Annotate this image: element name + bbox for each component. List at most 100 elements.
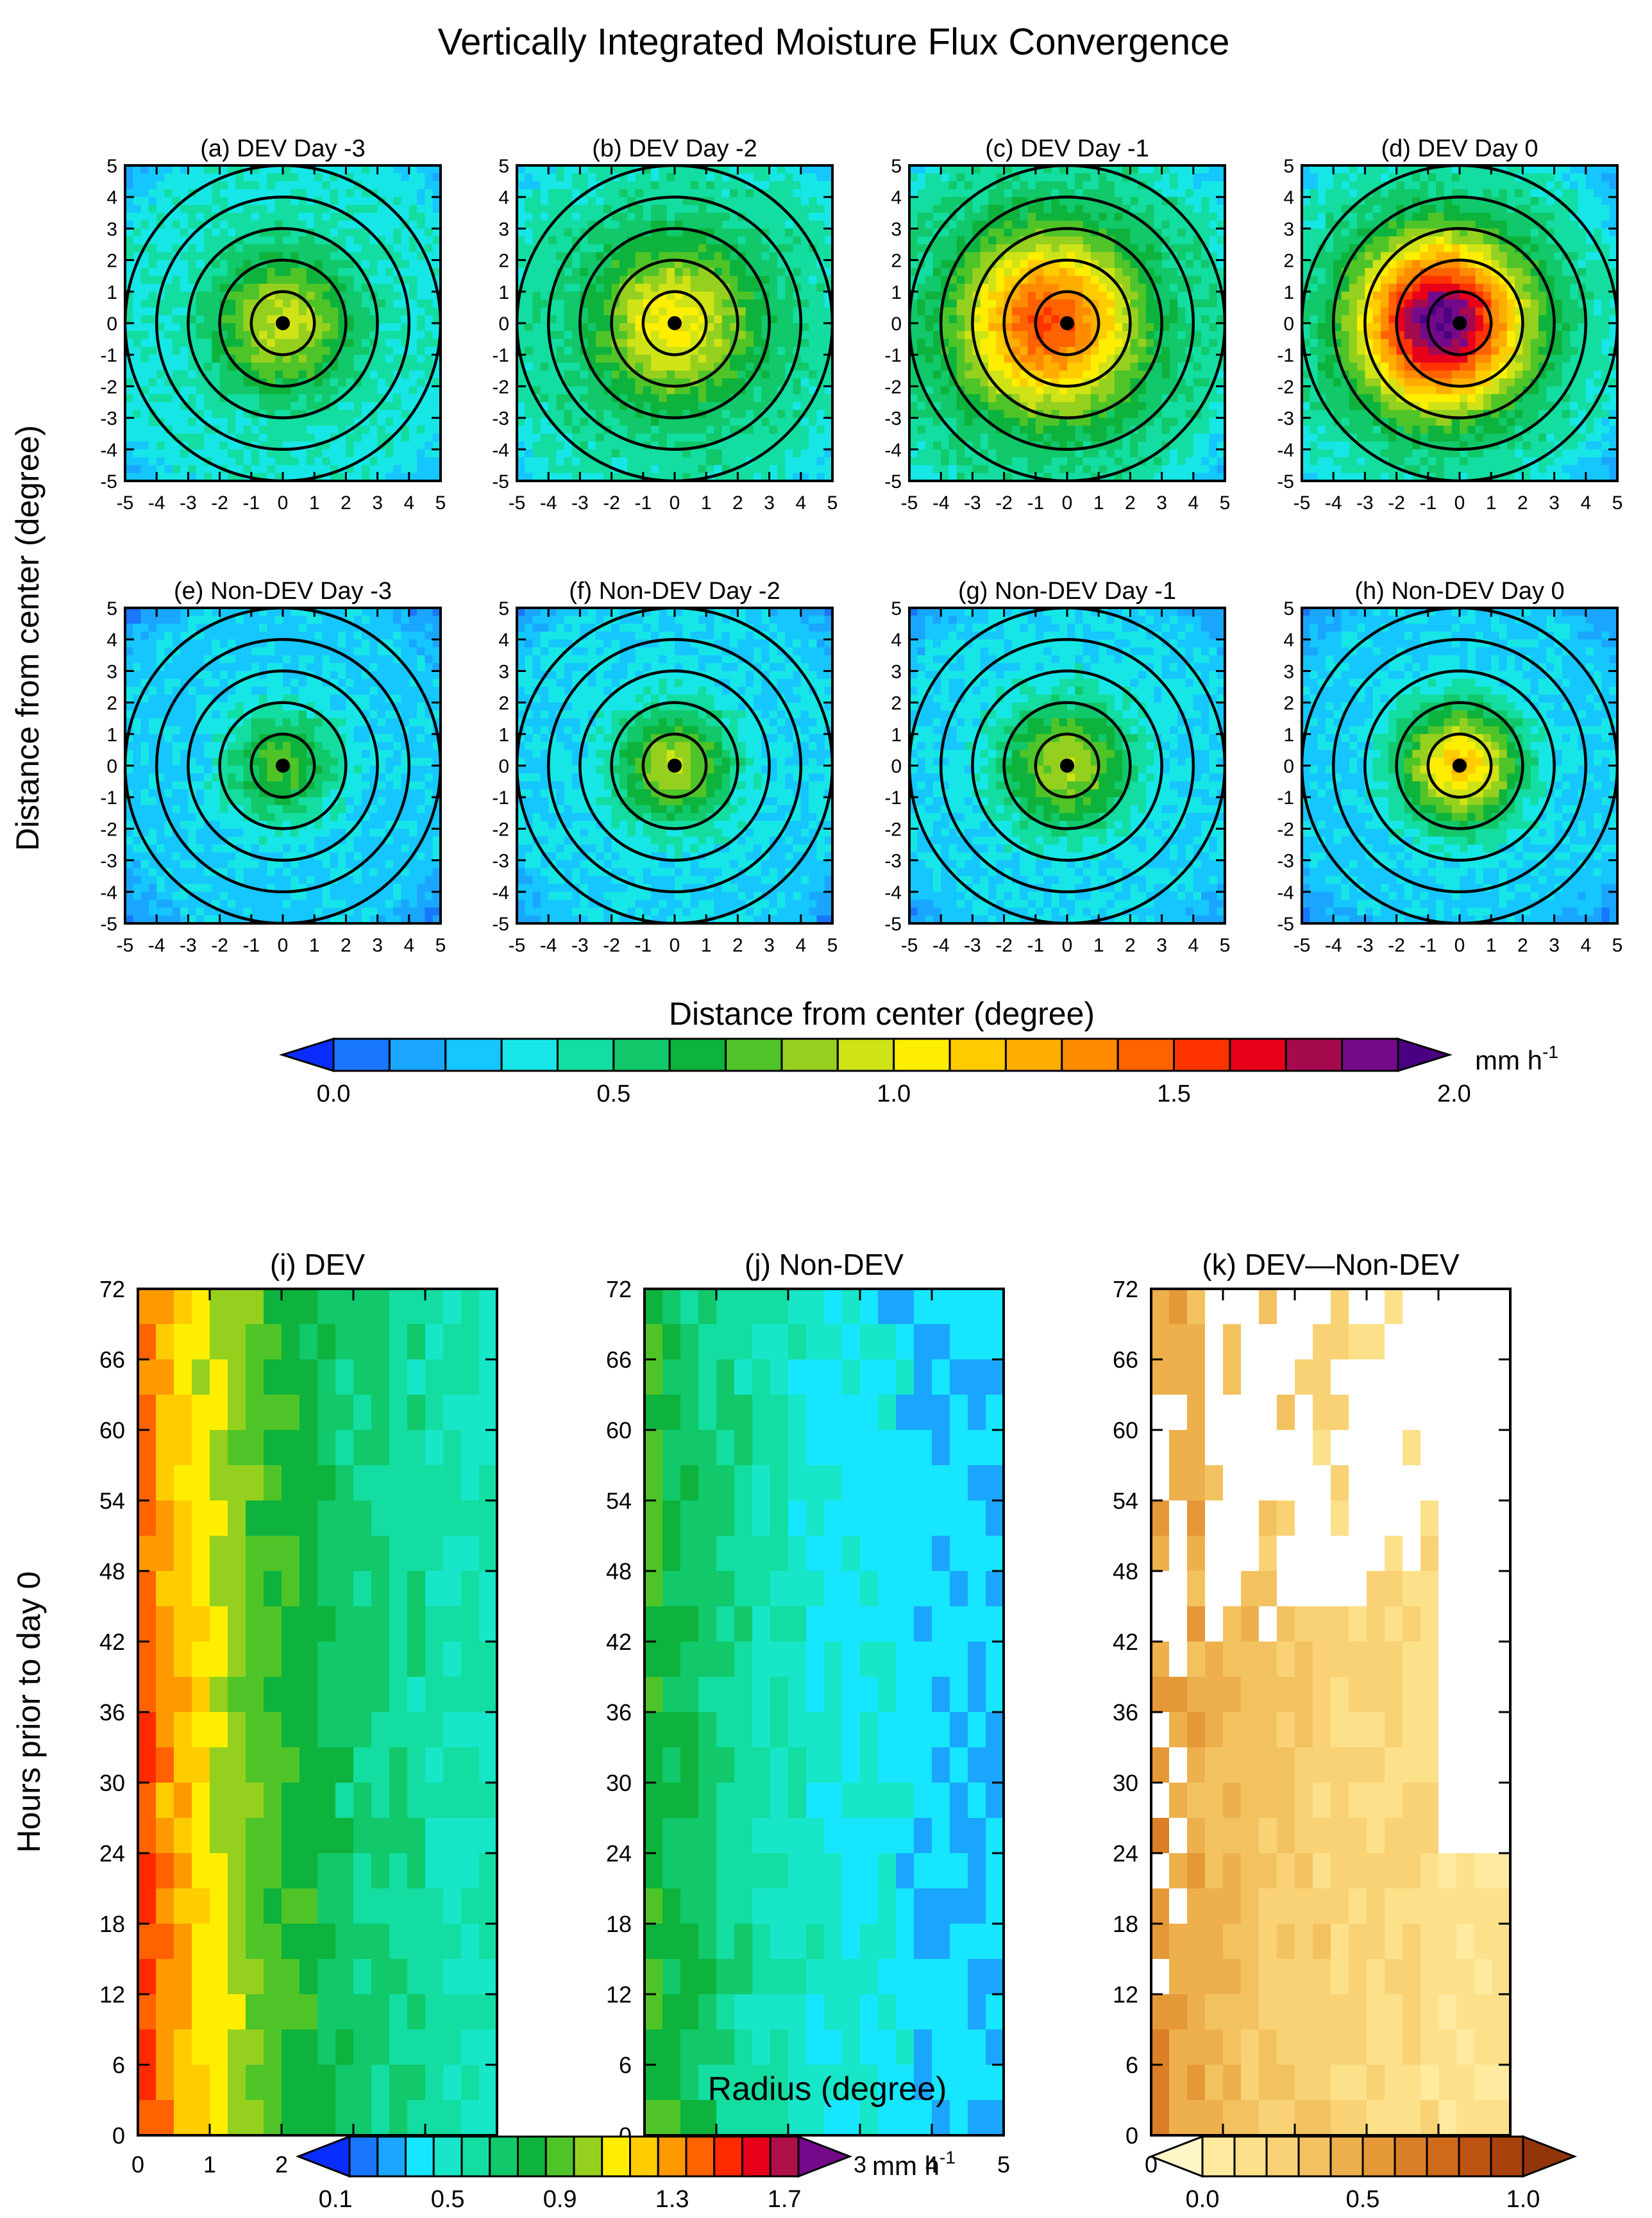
map-cell (1043, 276, 1052, 285)
map-cell (385, 323, 394, 332)
y-tick-label: -3 (492, 408, 509, 430)
map-cell (785, 402, 794, 410)
map-cell (235, 417, 244, 426)
map-cell (666, 276, 675, 285)
map-cell (1027, 362, 1036, 371)
map-cell (377, 449, 386, 458)
map-cell (603, 339, 612, 348)
map-cell (291, 276, 299, 285)
map-cell (267, 173, 276, 182)
map-cell (180, 283, 189, 292)
map-cell (706, 260, 715, 269)
map-cell (690, 323, 699, 332)
map-cell (548, 189, 557, 197)
map-cell (314, 386, 323, 395)
map-cell (603, 276, 612, 285)
map-cell (761, 425, 770, 434)
map-cell (714, 252, 723, 261)
map-cell (682, 252, 691, 261)
map-cell (1185, 236, 1194, 245)
x-tick-label: -1 (1027, 492, 1044, 514)
map-cell (532, 165, 541, 174)
map-cell (1027, 378, 1036, 387)
map-cell (306, 189, 315, 197)
map-cell (517, 205, 525, 214)
map-cell (133, 417, 142, 426)
map-cell (965, 346, 973, 355)
map-cell (587, 331, 596, 340)
map-cell (556, 402, 565, 410)
map-cell (188, 276, 197, 285)
map-cell (417, 370, 425, 379)
map-cell (1209, 228, 1218, 237)
map-cell (274, 433, 283, 442)
map-cell (917, 339, 926, 348)
map-cell (251, 346, 260, 355)
map-cell (1011, 299, 1020, 308)
map-cell (556, 244, 565, 253)
map-cell (369, 441, 378, 450)
map-cell (243, 181, 252, 190)
map-cell (1083, 386, 1092, 395)
map-cell (690, 362, 699, 371)
map-cell (627, 315, 636, 324)
map-cell (948, 236, 957, 245)
map-cell (1161, 362, 1170, 371)
map-cell (1027, 355, 1036, 364)
map-cell (243, 402, 252, 410)
map-cell (409, 425, 417, 434)
map-cell (988, 433, 997, 442)
map-cell (1146, 425, 1154, 434)
map-cell (965, 299, 973, 308)
map-cell (212, 189, 221, 197)
map-cell (800, 465, 809, 474)
map-cell (738, 236, 746, 245)
map-cell (643, 394, 652, 403)
map-cell (267, 465, 276, 474)
map-cell (785, 449, 794, 458)
map-cell (777, 346, 786, 355)
map-cell (917, 197, 926, 206)
map-cell (635, 425, 644, 434)
map-cell (1004, 276, 1013, 285)
map-cell (1169, 189, 1178, 197)
map-cell (212, 473, 221, 482)
map-cell (1185, 260, 1194, 269)
map-cell (1011, 315, 1020, 324)
map-cell (738, 331, 746, 340)
map-cell (682, 236, 691, 245)
map-cell (306, 276, 315, 285)
map-cell (1122, 441, 1131, 450)
map-cell (353, 276, 362, 285)
map-cell (800, 244, 809, 253)
map-cell (417, 346, 425, 355)
map-cell (417, 260, 425, 269)
map-cell (698, 205, 707, 214)
map-cell (980, 441, 989, 450)
map-cell (996, 291, 1005, 300)
map-cell (1114, 267, 1123, 276)
map-cell (251, 221, 260, 229)
map-cell (172, 402, 181, 410)
map-cell (956, 323, 965, 332)
map-cell (1169, 465, 1178, 474)
map-cell (1146, 394, 1154, 403)
map-cell (635, 433, 644, 442)
map-cell (603, 394, 612, 403)
map-cell (572, 386, 580, 395)
map-cell (777, 425, 786, 434)
map-cell (227, 299, 236, 308)
map-cell (172, 465, 181, 474)
map-cell (133, 465, 142, 474)
map-cell (1161, 378, 1170, 387)
map-cell (682, 267, 691, 276)
map-cell (148, 252, 157, 261)
map-cell (1051, 433, 1060, 442)
map-cell (793, 370, 802, 379)
map-cell (1099, 433, 1108, 442)
map-cell (227, 339, 236, 348)
map-cell (587, 394, 596, 403)
x-tick-label: 2 (341, 492, 351, 514)
map-cell (346, 355, 355, 364)
map-cell (777, 307, 786, 316)
